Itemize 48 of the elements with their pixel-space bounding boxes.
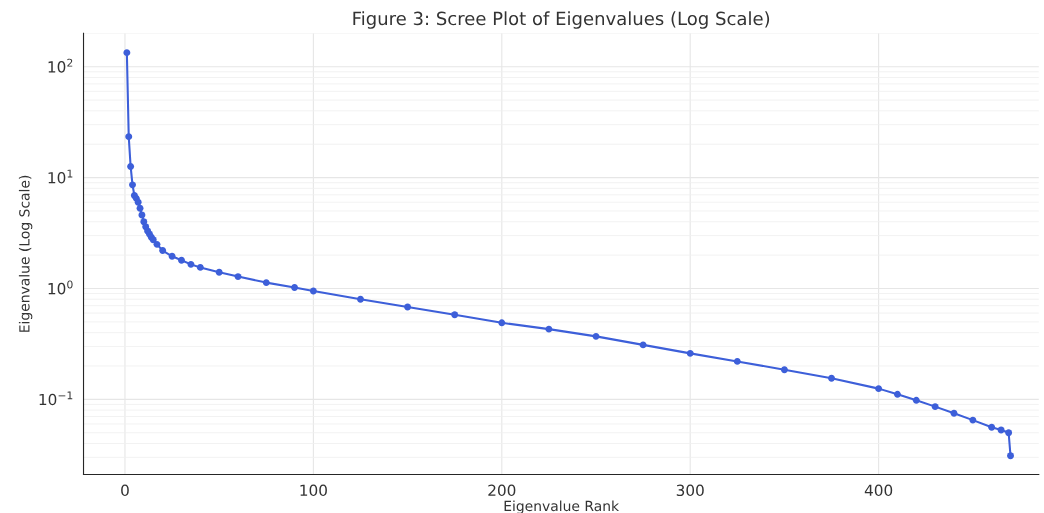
point <box>404 303 412 311</box>
point <box>125 133 133 141</box>
y-tick-label: 10$^{−1}$ <box>39 391 73 406</box>
x-tick-label: 400 <box>864 484 893 497</box>
chart-title: Figure 3: Scree Plot of Eigenvalues (Log Scale) <box>353 11 770 29</box>
point <box>1005 429 1013 437</box>
y-tick-label: 10$^{2}$ <box>48 58 73 73</box>
point <box>357 295 364 303</box>
y-tick-label: 10$^{1}$ <box>48 169 73 184</box>
point <box>1007 452 1014 460</box>
y-axis-title: Eigenvalue (Log Scale) <box>18 175 33 332</box>
point <box>153 240 161 248</box>
point <box>187 260 195 268</box>
point <box>686 349 694 357</box>
point <box>451 311 459 319</box>
point <box>262 279 270 287</box>
point <box>498 319 506 327</box>
point <box>733 357 741 365</box>
point <box>129 181 136 189</box>
point <box>127 163 135 170</box>
point <box>309 287 317 295</box>
point <box>931 403 939 411</box>
point <box>291 284 299 292</box>
x-tick-label: 100 <box>300 484 327 497</box>
x-tick-label: 200 <box>488 484 516 497</box>
y-tick-label: 10$^{0}$ <box>48 280 73 295</box>
point <box>912 396 920 404</box>
point <box>950 409 958 417</box>
x-axis-title: Eigenvalue Rank <box>504 500 620 513</box>
x-tick-label: 0 <box>121 484 129 497</box>
point <box>159 247 167 254</box>
point <box>178 256 185 264</box>
point <box>780 366 788 374</box>
point <box>592 332 600 340</box>
point <box>894 390 901 398</box>
point <box>969 416 977 424</box>
point <box>196 263 204 271</box>
point <box>828 374 835 382</box>
x-tick-label: 300 <box>676 484 704 497</box>
point <box>545 325 553 333</box>
point <box>123 49 131 57</box>
point <box>234 273 242 281</box>
point <box>134 198 142 206</box>
point <box>875 385 883 393</box>
point <box>136 204 144 212</box>
point <box>215 268 223 276</box>
point <box>168 252 176 260</box>
point <box>988 423 996 431</box>
